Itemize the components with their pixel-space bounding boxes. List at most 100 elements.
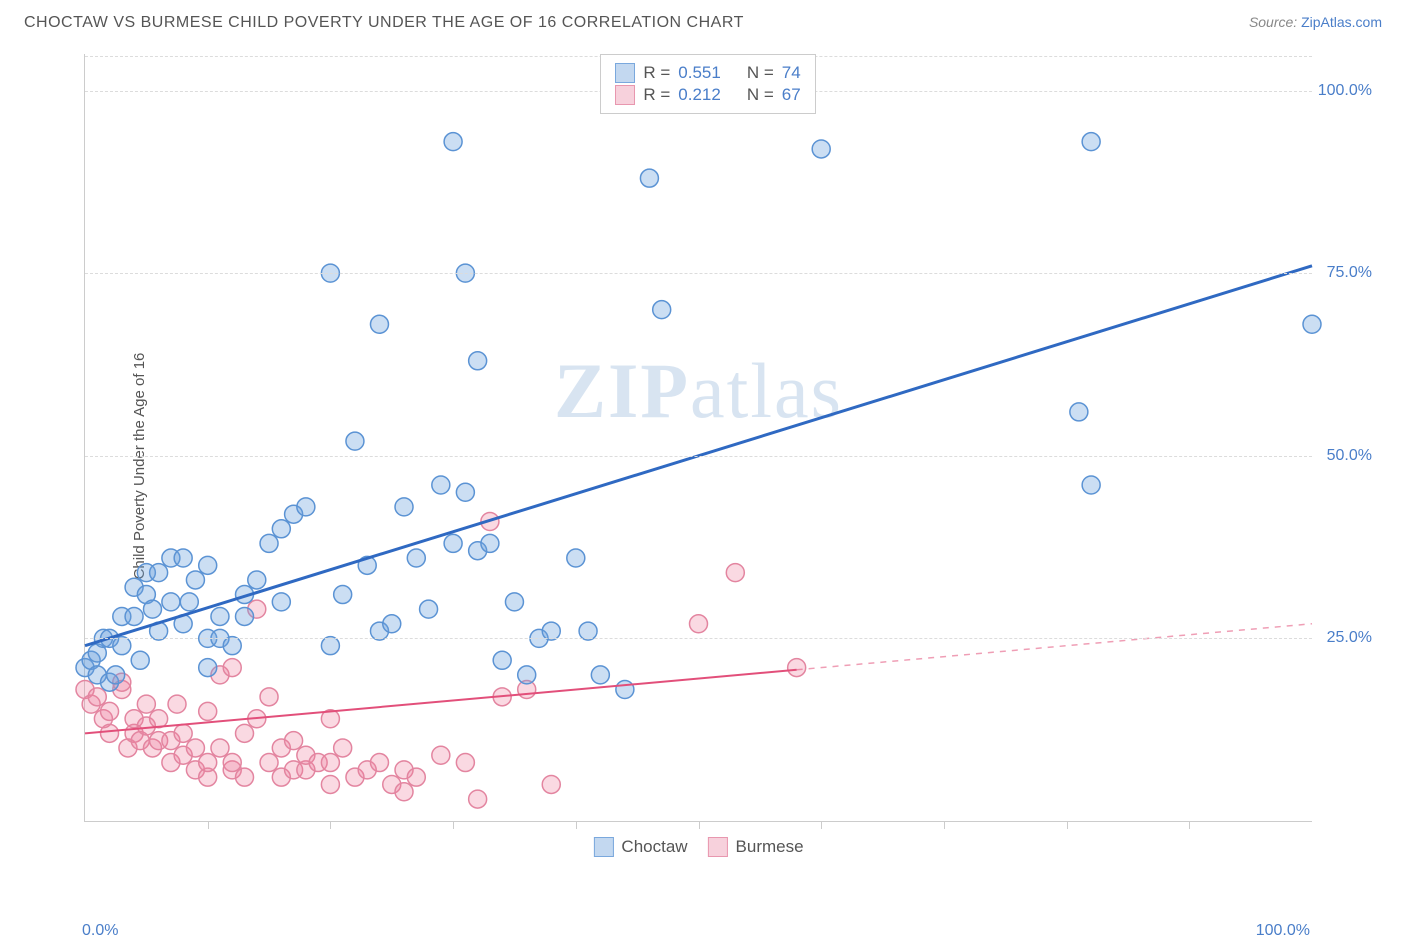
data-point: [236, 768, 254, 786]
data-point: [567, 549, 585, 567]
data-point: [481, 534, 499, 552]
gridline: [85, 456, 1312, 457]
data-point: [1082, 476, 1100, 494]
data-point: [370, 315, 388, 333]
x-tick: [576, 821, 577, 829]
data-point: [640, 169, 658, 187]
data-point: [260, 688, 278, 706]
data-point: [272, 593, 290, 611]
x-tick: [821, 821, 822, 829]
chart-container: Child Poverty Under the Age of 16 ZIPatl…: [24, 50, 1382, 882]
data-point: [690, 615, 708, 633]
correlation-legend: R = 0.551 N = 74 R = 0.212 N = 67: [600, 54, 815, 114]
data-point: [131, 651, 149, 669]
data-point: [321, 637, 339, 655]
data-point: [199, 702, 217, 720]
data-point: [88, 688, 106, 706]
regression-line-extrapolated: [797, 624, 1312, 670]
data-point: [407, 549, 425, 567]
data-point: [223, 659, 241, 677]
data-point: [143, 600, 161, 618]
data-point: [199, 754, 217, 772]
data-point: [334, 586, 352, 604]
data-point: [456, 483, 474, 501]
data-point: [137, 695, 155, 713]
gridline: [85, 273, 1312, 274]
data-point: [505, 593, 523, 611]
y-tick-label: 50.0%: [1316, 447, 1372, 465]
data-point: [180, 593, 198, 611]
data-point: [493, 651, 511, 669]
data-point: [211, 607, 229, 625]
chart-source: Source: ZipAtlas.com: [1249, 14, 1382, 30]
data-point: [1303, 315, 1321, 333]
data-point: [469, 352, 487, 370]
data-point: [297, 498, 315, 516]
data-point: [653, 301, 671, 319]
data-point: [321, 775, 339, 793]
data-point: [174, 549, 192, 567]
x-axis-end-label: 100.0%: [1256, 922, 1310, 940]
burmese-swatch-icon: [708, 837, 728, 857]
data-point: [788, 659, 806, 677]
data-point: [812, 140, 830, 158]
legend-row-burmese: R = 0.212 N = 67: [615, 85, 800, 105]
data-point: [168, 695, 186, 713]
gridline: [85, 638, 1312, 639]
legend-item-burmese: Burmese: [708, 837, 804, 857]
data-point: [186, 739, 204, 757]
legend-row-choctaw: R = 0.551 N = 74: [615, 63, 800, 83]
data-point: [432, 746, 450, 764]
data-point: [1070, 403, 1088, 421]
data-point: [420, 600, 438, 618]
data-point: [346, 432, 364, 450]
choctaw-swatch-icon: [593, 837, 613, 857]
x-tick: [944, 821, 945, 829]
data-point: [272, 520, 290, 538]
data-point: [444, 133, 462, 151]
data-point: [113, 637, 131, 655]
data-point: [444, 534, 462, 552]
x-tick: [699, 821, 700, 829]
data-point: [101, 724, 119, 742]
data-point: [223, 637, 241, 655]
chart-header: CHOCTAW VS BURMESE CHILD POVERTY UNDER T…: [0, 0, 1406, 42]
chart-title: CHOCTAW VS BURMESE CHILD POVERTY UNDER T…: [24, 14, 744, 32]
x-tick: [208, 821, 209, 829]
y-tick-label: 25.0%: [1316, 629, 1372, 647]
data-point: [334, 739, 352, 757]
data-point: [469, 790, 487, 808]
data-point: [211, 739, 229, 757]
data-point: [542, 775, 560, 793]
data-point: [370, 754, 388, 772]
data-point: [101, 702, 119, 720]
y-tick-label: 100.0%: [1316, 82, 1372, 100]
data-point: [125, 607, 143, 625]
data-point: [223, 754, 241, 772]
burmese-swatch-icon: [615, 85, 635, 105]
data-point: [248, 571, 266, 589]
data-point: [236, 724, 254, 742]
x-tick: [1067, 821, 1068, 829]
data-point: [579, 622, 597, 640]
source-link[interactable]: ZipAtlas.com: [1301, 14, 1382, 30]
x-tick: [330, 821, 331, 829]
data-point: [186, 571, 204, 589]
data-point: [162, 593, 180, 611]
data-point: [407, 768, 425, 786]
plot-area: ZIPatlas R = 0.551 N = 74 R = 0.212 N = …: [84, 54, 1312, 822]
data-point: [726, 564, 744, 582]
data-point: [260, 754, 278, 772]
y-tick-label: 75.0%: [1316, 264, 1372, 282]
data-point: [395, 783, 413, 801]
data-point: [236, 607, 254, 625]
scatter-svg: [85, 54, 1312, 821]
x-axis-start-label: 0.0%: [82, 922, 118, 940]
legend-item-choctaw: Choctaw: [593, 837, 687, 857]
data-point: [199, 659, 217, 677]
data-point: [591, 666, 609, 684]
data-point: [395, 498, 413, 516]
x-tick: [1189, 821, 1190, 829]
data-point: [150, 564, 168, 582]
data-point: [285, 732, 303, 750]
